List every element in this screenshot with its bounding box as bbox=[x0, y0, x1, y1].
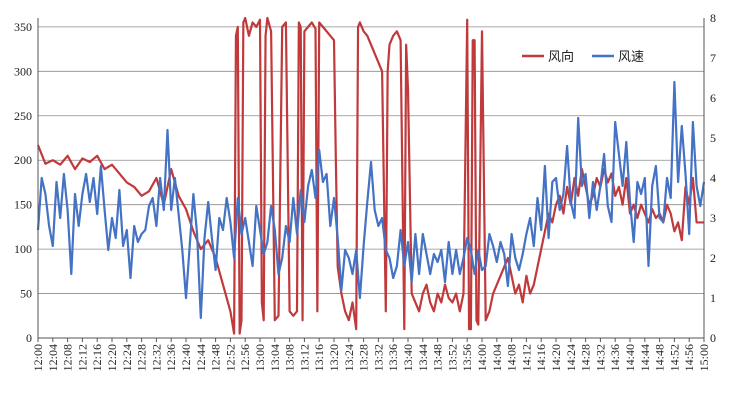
x-tick-label: 15:00 bbox=[697, 344, 711, 371]
x-tick-label: 13:32 bbox=[371, 344, 385, 371]
x-tick-label: 13:52 bbox=[445, 344, 459, 371]
right-tick-label: 4 bbox=[710, 171, 716, 185]
right-tick-label: 1 bbox=[710, 291, 716, 305]
x-tick-label: 12:40 bbox=[179, 344, 193, 371]
x-tick-label: 13:16 bbox=[312, 344, 326, 371]
x-axis-ticks: 12:00 12:04 12:08 12:12 12:16 12:20 12:24 12:28… bbox=[31, 338, 711, 371]
x-tick-label: 14:00 bbox=[475, 344, 489, 371]
series-line-wind-direction bbox=[36, 16, 704, 335]
x-tick-label: 12:04 bbox=[46, 344, 60, 371]
x-tick-label: 14:12 bbox=[519, 344, 533, 371]
left-y-axis-ticks: 0 50 100 150 200 250 300 350 bbox=[14, 20, 32, 345]
x-tick-label: 14:52 bbox=[667, 344, 681, 371]
legend: 风向 风速 bbox=[522, 49, 644, 65]
right-tick-label: 3 bbox=[710, 211, 716, 225]
x-tick-label: 12:36 bbox=[164, 344, 178, 371]
x-tick-label: 12:12 bbox=[75, 344, 89, 371]
left-tick-label: 300 bbox=[14, 64, 32, 78]
x-tick-label: 14:36 bbox=[608, 344, 622, 371]
right-y-axis-ticks: 0 1 2 3 4 5 6 7 8 bbox=[710, 11, 716, 345]
x-tick-label: 12:08 bbox=[61, 344, 75, 371]
left-tick-label: 250 bbox=[14, 109, 32, 123]
x-tick-label: 12:28 bbox=[135, 344, 149, 371]
legend-label-wind-speed: 风速 bbox=[618, 50, 644, 65]
x-tick-label: 12:20 bbox=[105, 344, 119, 371]
x-tick-label: 12:52 bbox=[223, 344, 237, 371]
x-tick-label: 14:16 bbox=[534, 344, 548, 371]
x-tick-label: 13:28 bbox=[357, 344, 371, 371]
series-lines bbox=[36, 16, 706, 335]
x-tick-label: 14:04 bbox=[490, 344, 504, 371]
left-tick-label: 100 bbox=[14, 242, 32, 256]
x-tick-label: 13:44 bbox=[416, 344, 430, 371]
series-line-wind-speed bbox=[36, 80, 706, 320]
x-tick-label: 14:32 bbox=[593, 344, 607, 371]
x-tick-label: 14:44 bbox=[638, 344, 652, 371]
x-tick-label: 12:44 bbox=[194, 344, 208, 371]
x-tick-label: 12:48 bbox=[209, 344, 223, 371]
x-tick-label: 12:24 bbox=[120, 344, 134, 371]
left-tick-label: 0 bbox=[26, 331, 32, 345]
right-tick-label: 7 bbox=[710, 51, 716, 65]
right-tick-label: 6 bbox=[710, 91, 716, 105]
x-tick-label: 12:32 bbox=[149, 344, 163, 371]
left-tick-label: 350 bbox=[14, 20, 32, 34]
x-tick-label: 13:08 bbox=[283, 344, 297, 371]
x-tick-label: 13:00 bbox=[253, 344, 267, 371]
x-tick-label: 14:48 bbox=[653, 344, 667, 371]
x-tick-label: 13:04 bbox=[268, 344, 282, 371]
right-tick-label: 5 bbox=[710, 131, 716, 145]
x-tick-label: 14:56 bbox=[682, 344, 696, 371]
left-tick-label: 50 bbox=[20, 287, 32, 301]
x-tick-label: 13:56 bbox=[460, 344, 474, 371]
x-tick-label: 13:48 bbox=[431, 344, 445, 371]
x-tick-label: 13:20 bbox=[327, 344, 341, 371]
x-tick-label: 14:24 bbox=[564, 344, 578, 371]
legend-label-wind-direction: 风向 bbox=[548, 49, 574, 65]
x-tick-label: 14:40 bbox=[623, 344, 637, 371]
x-tick-label: 13:36 bbox=[386, 344, 400, 371]
x-tick-label: 12:16 bbox=[90, 344, 104, 371]
left-tick-label: 200 bbox=[14, 153, 32, 167]
right-tick-label: 2 bbox=[710, 251, 716, 265]
right-tick-label: 0 bbox=[710, 331, 716, 345]
gridlines bbox=[38, 26, 704, 339]
x-tick-label: 13:12 bbox=[297, 344, 311, 371]
left-tick-label: 150 bbox=[14, 198, 32, 212]
axes bbox=[37, 18, 705, 339]
x-tick-label: 12:56 bbox=[238, 344, 252, 371]
x-tick-label: 13:24 bbox=[342, 344, 356, 371]
x-tick-label: 14:20 bbox=[549, 344, 563, 371]
right-tick-label: 8 bbox=[710, 11, 716, 25]
x-tick-label: 13:40 bbox=[401, 344, 415, 371]
x-tick-label: 12:00 bbox=[31, 344, 45, 371]
x-tick-label: 14:28 bbox=[579, 344, 593, 371]
x-tick-label: 14:08 bbox=[505, 344, 519, 371]
